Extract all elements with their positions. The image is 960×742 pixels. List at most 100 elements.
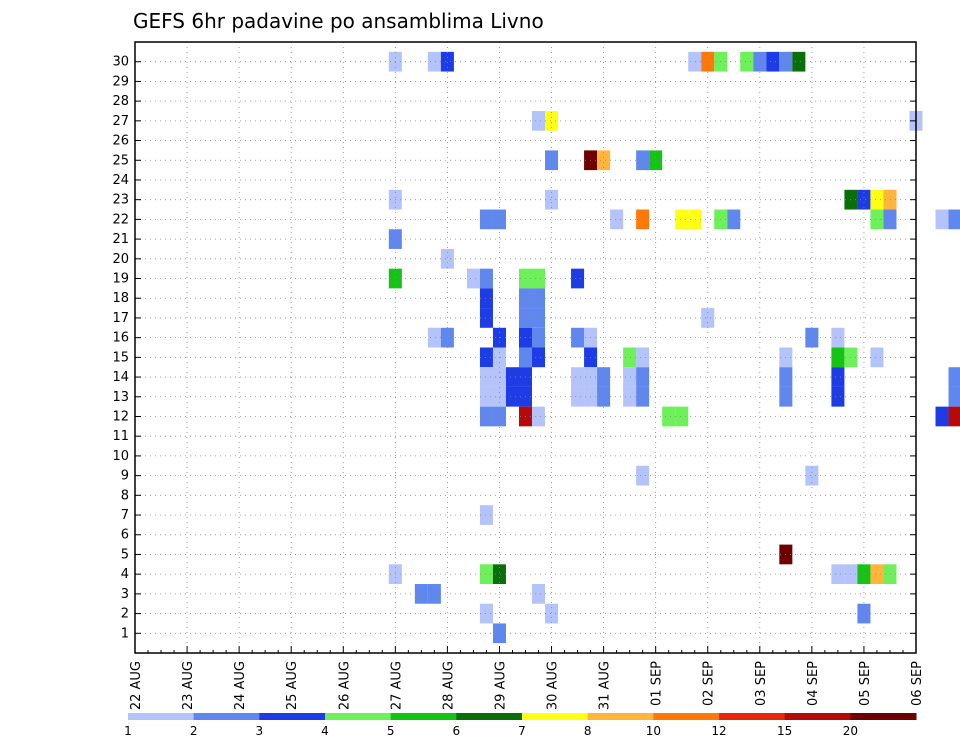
data-cell bbox=[597, 386, 611, 407]
y-tick-label: 12 bbox=[112, 409, 129, 424]
y-tick-label: 4 bbox=[121, 567, 129, 582]
data-cell bbox=[805, 465, 819, 486]
data-cell bbox=[545, 603, 559, 624]
data-cell bbox=[831, 367, 845, 387]
colorbar-swatch bbox=[390, 713, 457, 720]
y-tick-label: 14 bbox=[112, 370, 129, 385]
data-cell bbox=[766, 51, 780, 72]
colorbar-swatch bbox=[522, 713, 589, 720]
data-cell bbox=[675, 209, 689, 230]
x-tick-label: 30 AUG bbox=[546, 661, 561, 710]
x-tick-label: 04 SEP bbox=[806, 661, 821, 706]
x-tick-label: 27 AUG bbox=[389, 661, 404, 710]
y-tick-label: 18 bbox=[112, 291, 129, 306]
data-cell bbox=[831, 564, 845, 585]
data-cell bbox=[727, 209, 741, 230]
y-tick-label: 13 bbox=[112, 390, 129, 405]
data-cell bbox=[870, 189, 884, 210]
data-cell bbox=[857, 564, 871, 585]
y-tick-label: 16 bbox=[112, 331, 129, 346]
data-cell bbox=[636, 209, 650, 230]
data-cell bbox=[479, 288, 493, 309]
data-cell bbox=[688, 209, 702, 230]
y-tick-label: 15 bbox=[112, 350, 129, 365]
data-cell bbox=[948, 386, 960, 407]
colorbar-swatch bbox=[259, 713, 326, 720]
data-cell bbox=[479, 386, 493, 407]
data-cell bbox=[545, 110, 559, 131]
y-tick-label: 19 bbox=[112, 272, 129, 287]
y-tick-label: 27 bbox=[112, 114, 129, 129]
data-cell bbox=[636, 465, 650, 486]
x-tick-label: 24 AUG bbox=[233, 661, 248, 710]
data-cell bbox=[636, 367, 650, 387]
data-cell bbox=[479, 564, 493, 585]
colorbar-swatch bbox=[850, 713, 917, 720]
colorbar-label: 15 bbox=[777, 724, 792, 738]
data-cell bbox=[623, 367, 637, 387]
data-cell bbox=[440, 248, 454, 269]
data-cell bbox=[753, 51, 767, 72]
data-cell bbox=[532, 268, 546, 289]
data-cell bbox=[545, 189, 559, 210]
x-tick-label: 03 SEP bbox=[754, 661, 769, 706]
y-tick-label: 3 bbox=[121, 587, 129, 602]
data-cell bbox=[466, 268, 480, 289]
data-cell bbox=[479, 209, 493, 230]
y-tick-label: 6 bbox=[121, 528, 129, 543]
y-tick-label: 9 bbox=[121, 469, 129, 484]
data-cell bbox=[479, 367, 493, 387]
data-cell bbox=[688, 51, 702, 72]
y-tick-label: 22 bbox=[112, 212, 129, 227]
data-cell bbox=[870, 347, 884, 368]
data-cell bbox=[479, 268, 493, 289]
y-tick-label: 30 bbox=[112, 55, 129, 70]
y-tick-label: 26 bbox=[112, 134, 129, 149]
data-cell bbox=[479, 603, 493, 624]
grid-lines bbox=[135, 42, 916, 653]
y-tick-label: 7 bbox=[121, 508, 129, 523]
data-cell bbox=[479, 406, 493, 427]
colorbar-label: 3 bbox=[256, 724, 264, 738]
y-axis-ticks: 1234567891011121314151617181920212223242… bbox=[112, 55, 916, 641]
data-cell bbox=[479, 505, 493, 525]
data-cell bbox=[414, 584, 428, 604]
data-cell bbox=[948, 406, 960, 427]
colorbar-legend: 1 2 3 4 5 6 7 8 10 12 15 20 bbox=[124, 713, 917, 738]
colorbar-label: 2 bbox=[190, 724, 198, 738]
data-cell bbox=[532, 288, 546, 309]
data-cell bbox=[623, 347, 637, 368]
data-cell bbox=[532, 584, 546, 604]
colorbar-label: 4 bbox=[321, 724, 329, 738]
colorbar-label: 6 bbox=[453, 724, 461, 738]
data-cell bbox=[440, 51, 454, 72]
data-cell bbox=[532, 327, 546, 348]
data-cell bbox=[883, 564, 897, 585]
x-tick-label: 06 SEP bbox=[910, 661, 925, 706]
colorbar-label: 1 bbox=[124, 724, 132, 738]
y-tick-label: 25 bbox=[112, 153, 129, 168]
y-tick-label: 17 bbox=[112, 311, 129, 326]
data-cell bbox=[479, 347, 493, 368]
data-cell bbox=[571, 367, 585, 387]
data-cell bbox=[597, 150, 611, 171]
y-tick-label: 20 bbox=[112, 252, 129, 267]
y-tick-label: 1 bbox=[121, 626, 129, 641]
data-cell bbox=[492, 623, 506, 644]
colorbar-swatch bbox=[193, 713, 260, 720]
data-cell bbox=[492, 386, 506, 407]
x-axis-ticks: 22 AUG 23 AUG 24 AUG 25 AUG 26 AUG 27 AUG 28 A… bbox=[129, 646, 925, 710]
data-cell bbox=[636, 386, 650, 407]
data-cell bbox=[831, 327, 845, 348]
x-tick-label: 22 AUG bbox=[129, 661, 144, 710]
data-cell bbox=[935, 209, 949, 230]
data-cell bbox=[427, 327, 441, 348]
y-tick-label: 28 bbox=[112, 94, 129, 109]
x-tick-label: 28 AUG bbox=[441, 661, 456, 710]
y-tick-label: 29 bbox=[112, 74, 129, 89]
x-tick-label: 29 AUG bbox=[493, 661, 508, 710]
data-cell bbox=[427, 51, 441, 72]
data-cell bbox=[532, 406, 546, 427]
data-cell bbox=[479, 308, 493, 328]
